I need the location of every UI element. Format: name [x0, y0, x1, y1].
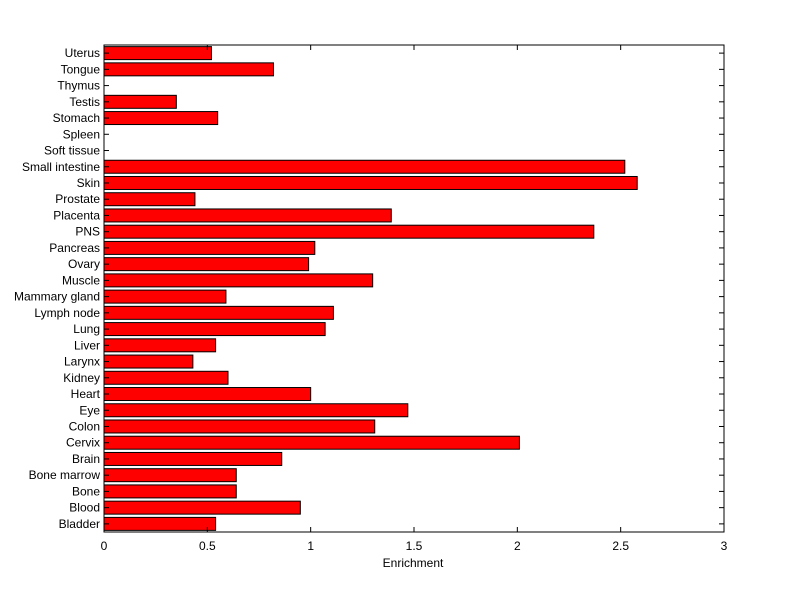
bar-lymph-node	[103, 305, 334, 320]
y-tick-label-muscle: Muscle	[62, 273, 100, 287]
y-tick-label-pancreas: Pancreas	[49, 241, 100, 255]
bar-liver	[103, 338, 217, 353]
y-tick-label-small-intestine: Small intestine	[22, 160, 100, 174]
bar-eye	[103, 403, 409, 418]
y-tick-label-mammary-gland: Mammary gland	[14, 290, 100, 304]
y-tick-label-placenta: Placenta	[53, 208, 100, 222]
bar-brain	[103, 451, 283, 466]
bar-testis	[103, 94, 177, 109]
y-tick-labels: Bladder Blood Bone Bone marrow Brain Cervix Co…	[14, 46, 101, 531]
y-tick-label-skin: Skin	[77, 176, 100, 190]
y-tick-label-brain: Brain	[72, 452, 100, 466]
bar-placenta	[103, 208, 392, 223]
bar-colon	[103, 419, 376, 434]
y-tick-label-testis: Testis	[69, 95, 100, 109]
x-tick-label-2: 1	[307, 539, 314, 553]
y-tick-label-spleen: Spleen	[63, 127, 100, 141]
y-tick-label-stomach: Stomach	[53, 111, 100, 125]
x-tick-label-4: 2	[514, 539, 521, 553]
y-tick-label-tongue: Tongue	[61, 62, 101, 76]
x-tick-label-3: 1.5	[406, 539, 423, 553]
x-tick-label-1: 0.5	[199, 539, 216, 553]
axes-box	[103, 44, 725, 533]
y-tick-label-blood: Blood	[69, 501, 100, 515]
bar-bone-marrow	[103, 468, 237, 483]
bar-stomach	[103, 111, 219, 126]
x-tick-label-6: 3	[721, 539, 728, 553]
plot-area	[104, 45, 724, 532]
y-tick-label-thymus: Thymus	[57, 79, 100, 93]
y-tick-label-cervix: Cervix	[66, 436, 100, 450]
y-tick-label-lung: Lung	[73, 322, 100, 336]
y-tick-label-uterus: Uterus	[65, 46, 100, 60]
y-tick-label-heart: Heart	[71, 387, 101, 401]
x-tick-label-5: 2.5	[612, 539, 629, 553]
bar-kidney	[103, 370, 229, 385]
bar-uterus	[103, 46, 212, 61]
y-tick-label-prostate: Prostate	[55, 192, 100, 206]
bar-muscle	[103, 273, 374, 288]
y-tick-label-colon: Colon	[69, 419, 100, 433]
bar-heart	[103, 387, 312, 402]
bar-blood	[103, 500, 301, 515]
y-tick-label-bladder: Bladder	[59, 517, 100, 531]
x-tick-labels: 0 0.5 1 1.5 2 2.5 3	[101, 539, 728, 553]
y-tick-label-eye: Eye	[79, 403, 100, 417]
y-tick-label-larynx: Larynx	[64, 355, 100, 369]
bar-pns	[103, 224, 595, 239]
bar-bone	[103, 484, 237, 499]
x-axis-label: Enrichment	[383, 556, 444, 570]
x-tick-label-0: 0	[101, 539, 108, 553]
y-tick-label-liver: Liver	[74, 338, 100, 352]
bar-mammary-gland	[103, 289, 227, 304]
y-tick-label-kidney: Kidney	[63, 371, 100, 385]
ticks-group	[103, 45, 725, 532]
bar-lung	[103, 322, 326, 337]
bar-bladder	[103, 516, 217, 531]
y-tick-label-bone: Bone	[72, 484, 100, 498]
bar-ovary	[103, 257, 310, 272]
y-tick-label-ovary: Ovary	[68, 257, 100, 271]
bar-larynx	[103, 354, 194, 369]
bar-pancreas	[103, 240, 316, 255]
bar-skin	[103, 175, 638, 190]
y-tick-label-bone-marrow: Bone marrow	[29, 468, 101, 482]
y-tick-label-lymph-node: Lymph node	[34, 306, 100, 320]
bar-cervix	[103, 435, 520, 450]
bar-prostate	[103, 192, 196, 207]
y-tick-label-pns: PNS	[75, 225, 100, 239]
bar-small-intestine	[103, 159, 626, 174]
y-tick-label-soft-tissue: Soft tissue	[44, 144, 100, 158]
bar-tongue	[103, 62, 274, 77]
